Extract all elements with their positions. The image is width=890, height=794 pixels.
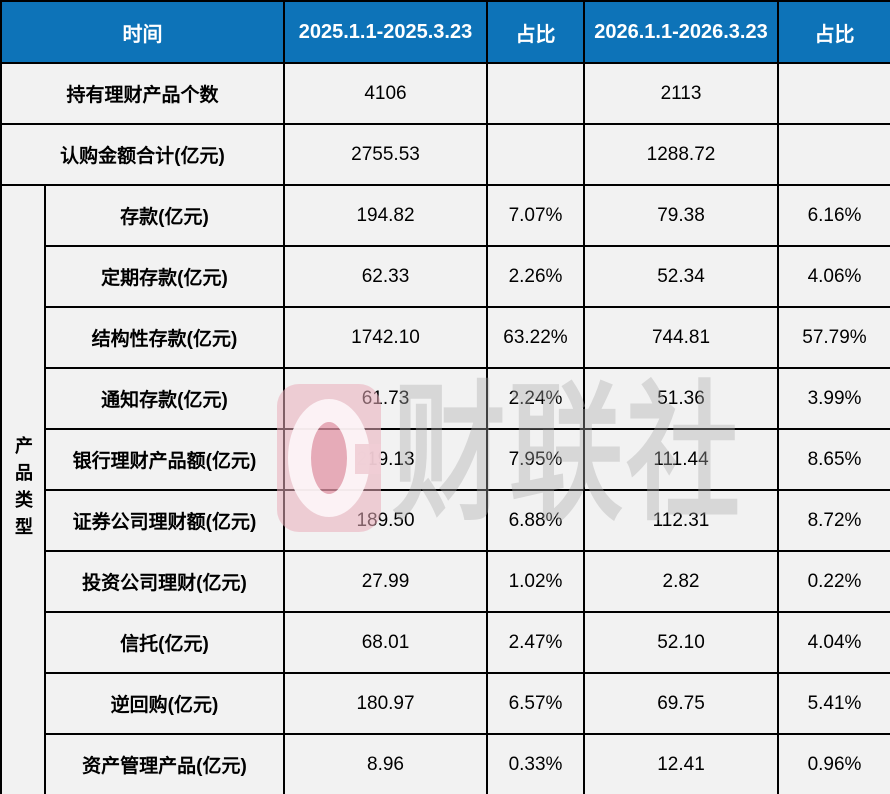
value-2026: 69.75 (583, 672, 779, 735)
header-row: 时间 2025.1.1-2025.3.23 占比 2026.1.1-2026.3… (0, 0, 890, 64)
value-2025: 27.99 (283, 550, 488, 613)
column-header-share-2026: 占比 (777, 0, 890, 64)
column-header-period-2025: 2025.1.1-2025.3.23 (283, 0, 488, 64)
row-label: 信托(亿元) (44, 611, 285, 674)
table-row-total-amount: 认购金额合计(亿元) 2755.53 1288.72 (0, 123, 890, 186)
value-2025: 219.13 (283, 428, 488, 491)
value-2026: 12.41 (583, 733, 779, 794)
share-2025: 2.24% (486, 367, 585, 430)
share-2026 (777, 62, 890, 125)
row-label: 结构性存款(亿元) (44, 306, 285, 369)
share-2026: 6.16% (777, 184, 890, 247)
share-2026: 0.22% (777, 550, 890, 613)
table-row-trust: 信托(亿元) 68.01 2.47% 52.10 4.04% (1, 611, 890, 674)
table-row-asset-mgmt: 资产管理产品(亿元) 8.96 0.33% 12.41 0.96% (1, 733, 890, 794)
table-row-structured-deposit: 结构性存款(亿元) 1742.10 63.22% 744.81 57.79% (1, 306, 890, 369)
row-label: 通知存款(亿元) (44, 367, 285, 430)
value-2025: 180.97 (283, 672, 488, 735)
row-group-label-product-type: 产品类型 (0, 184, 46, 794)
value-2026: 79.38 (583, 184, 779, 247)
table-row-securities-wealth: 证券公司理财额(亿元) 189.50 6.88% 112.31 8.72% (1, 489, 890, 552)
row-label: 存款(亿元) (44, 184, 285, 247)
row-label: 认购金额合计(亿元) (0, 123, 285, 186)
table-row-deposit: 产品类型 存款(亿元) 194.82 7.07% 79.38 6.16% (0, 184, 890, 794)
value-2026: 2113 (583, 62, 779, 125)
share-2026: 8.72% (777, 489, 890, 552)
value-2025: 68.01 (283, 611, 488, 674)
share-2026: 4.04% (777, 611, 890, 674)
share-2025: 1.02% (486, 550, 585, 613)
share-2025: 2.26% (486, 245, 585, 308)
share-2025: 6.57% (486, 672, 585, 735)
share-2025: 7.07% (486, 184, 585, 247)
value-2026: 2.82 (583, 550, 779, 613)
table-row-holdings-count: 持有理财产品个数 4106 2113 (0, 62, 890, 125)
column-header-time: 时间 (0, 0, 285, 64)
row-label: 资产管理产品(亿元) (44, 733, 285, 794)
value-2025: 61.73 (283, 367, 488, 430)
value-2026: 52.10 (583, 611, 779, 674)
value-2026: 1288.72 (583, 123, 779, 186)
share-2026: 4.06% (777, 245, 890, 308)
share-2026: 5.41% (777, 672, 890, 735)
value-2025: 8.96 (283, 733, 488, 794)
value-2026: 744.81 (583, 306, 779, 369)
value-2026: 112.31 (583, 489, 779, 552)
value-2025: 2755.53 (283, 123, 488, 186)
share-2025: 6.88% (486, 489, 585, 552)
share-2026: 57.79% (777, 306, 890, 369)
row-label: 银行理财产品额(亿元) (44, 428, 285, 491)
share-2026: 3.99% (777, 367, 890, 430)
table-row-reverse-repo: 逆回购(亿元) 180.97 6.57% 69.75 5.41% (1, 672, 890, 735)
share-2025 (486, 62, 585, 125)
table-row-call-deposit: 通知存款(亿元) 61.73 2.24% 51.36 3.99% (1, 367, 890, 430)
value-2026: 51.36 (583, 367, 779, 430)
share-2026: 0.96% (777, 733, 890, 794)
share-2026 (777, 123, 890, 186)
row-label: 投资公司理财(亿元) (44, 550, 285, 613)
share-2025: 2.47% (486, 611, 585, 674)
value-2026: 111.44 (583, 428, 779, 491)
share-2025 (486, 123, 585, 186)
share-2026: 8.65% (777, 428, 890, 491)
column-header-period-2026: 2026.1.1-2026.3.23 (583, 0, 779, 64)
table-row-time-deposit: 定期存款(亿元) 62.33 2.26% 52.34 4.06% (1, 245, 890, 308)
row-label: 逆回购(亿元) (44, 672, 285, 735)
value-2026: 52.34 (583, 245, 779, 308)
value-2025: 1742.10 (283, 306, 488, 369)
row-label: 持有理财产品个数 (0, 62, 285, 125)
share-2025: 0.33% (486, 733, 585, 794)
row-label: 定期存款(亿元) (44, 245, 285, 308)
table-row-investment-company: 投资公司理财(亿元) 27.99 1.02% 2.82 0.22% (1, 550, 890, 613)
value-2025: 4106 (283, 62, 488, 125)
value-2025: 62.33 (283, 245, 488, 308)
value-2025: 194.82 (283, 184, 488, 247)
column-header-share-2025: 占比 (486, 0, 585, 64)
table-row-bank-wealth: 银行理财产品额(亿元) 219.13 7.95% 111.44 8.65% (1, 428, 890, 491)
value-2025: 189.50 (283, 489, 488, 552)
share-2025: 63.22% (486, 306, 585, 369)
share-2025: 7.95% (486, 428, 585, 491)
row-label: 证券公司理财额(亿元) (44, 489, 285, 552)
